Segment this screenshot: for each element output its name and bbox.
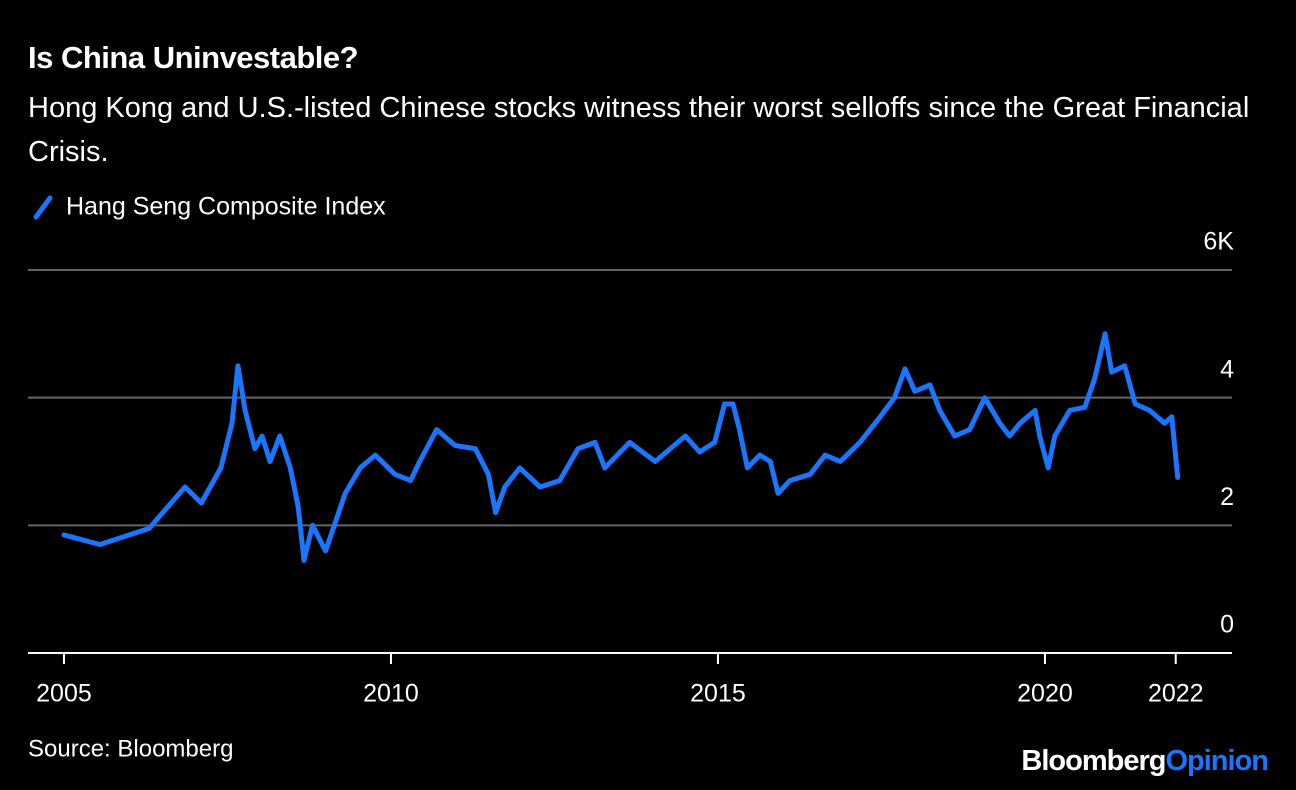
chart-subtitle: Hong Kong and U.S.-listed Chinese stocks… — [28, 92, 1250, 168]
source: Source: Bloomberg — [28, 735, 233, 762]
x-tick-label: 2022 — [1148, 680, 1204, 708]
x-tick-label: 2005 — [36, 680, 92, 708]
y-tick-label: 4 — [1220, 355, 1234, 383]
x-tick-label: 2010 — [363, 680, 419, 708]
chart-title: Is China Uninvestable? — [28, 40, 359, 75]
y-tick-label: 0 — [1220, 611, 1234, 639]
legend-swatch — [33, 195, 53, 220]
series-line — [61, 331, 1181, 563]
y-tick-label: 2 — [1220, 483, 1234, 511]
x-tick-label: 2015 — [690, 680, 746, 708]
legend-label: Hang Seng Composite Index — [66, 193, 386, 221]
logo-brand: Bloomberg — [1021, 745, 1165, 777]
logo: BloombergOpinion — [1021, 745, 1268, 777]
y-tick-label: 6K — [1203, 228, 1234, 256]
x-tick-label: 2020 — [1017, 680, 1073, 708]
logo-product: Opinion — [1165, 745, 1268, 777]
